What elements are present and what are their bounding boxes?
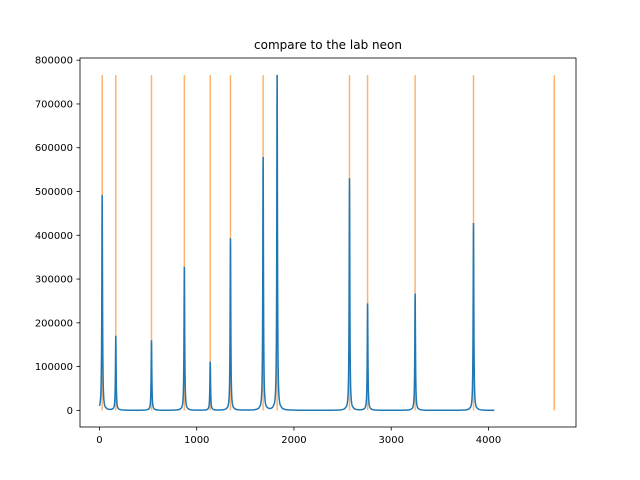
axes-frame xyxy=(79,57,577,428)
spectrum-line xyxy=(98,74,495,412)
y-tick-label: 100000 xyxy=(35,362,73,373)
y-tick-label: 400000 xyxy=(35,231,73,242)
y-tick-label: 700000 xyxy=(35,99,73,110)
spectrum-series xyxy=(98,74,495,412)
x-tick-label: 2000 xyxy=(281,435,306,446)
y-tick-label: 300000 xyxy=(35,275,73,286)
y-tick-label: 0 xyxy=(67,406,73,417)
x-tick-label: 1000 xyxy=(184,435,209,446)
y-axis-ticks: 0 100000 200000 300000 400000 500000 600000 700… xyxy=(35,56,80,417)
y-tick-label: 600000 xyxy=(35,143,73,154)
y-tick-label: 500000 xyxy=(35,187,73,198)
plot-area xyxy=(80,58,576,427)
x-axis-ticks: 0 1000 2000 3000 4000 xyxy=(96,427,501,446)
x-tick-label: 3000 xyxy=(378,435,403,446)
y-tick-label: 800000 xyxy=(35,56,73,67)
x-tick-label: 0 xyxy=(96,435,102,446)
chart-title: compare to the lab neon xyxy=(254,38,402,52)
x-tick-label: 4000 xyxy=(476,435,501,446)
y-tick-label: 200000 xyxy=(35,318,73,329)
